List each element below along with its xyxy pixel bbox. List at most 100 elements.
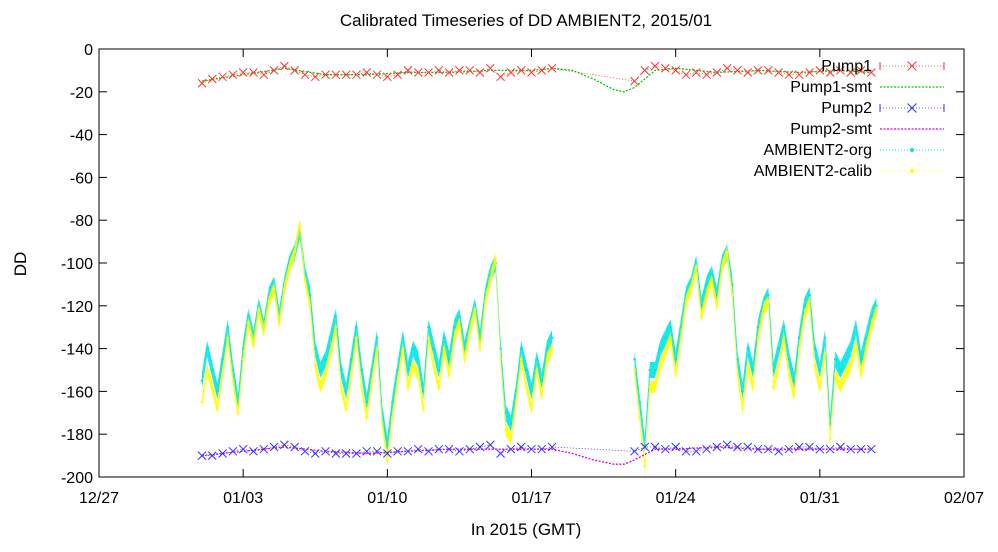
data-point xyxy=(836,66,845,75)
data-point xyxy=(803,304,806,308)
data-point xyxy=(319,368,322,372)
data-point xyxy=(743,68,753,77)
data-point xyxy=(823,336,827,340)
data-band xyxy=(675,319,681,368)
data-band xyxy=(794,329,800,389)
data-band xyxy=(274,282,280,329)
data-band xyxy=(222,331,228,381)
data-point xyxy=(506,444,516,454)
data-band xyxy=(716,261,723,312)
legend-label: AMBIENT2-calib xyxy=(754,163,872,180)
data-point xyxy=(702,70,711,80)
series-ambient2-org xyxy=(200,222,878,453)
data-point xyxy=(756,336,760,340)
data-band xyxy=(546,342,553,366)
data-point xyxy=(516,66,526,75)
data-point xyxy=(352,449,361,458)
data-point xyxy=(344,390,348,393)
data-point xyxy=(427,325,430,329)
data-point xyxy=(413,444,423,454)
data-point xyxy=(643,443,647,447)
data-band xyxy=(474,304,481,355)
data-point xyxy=(403,66,413,75)
data-point xyxy=(391,415,394,419)
legend-marker xyxy=(907,103,917,113)
data-band xyxy=(840,368,846,394)
data-band xyxy=(340,381,347,415)
data-band xyxy=(433,340,439,378)
data-point xyxy=(288,266,291,269)
data-point xyxy=(743,442,753,452)
x-tick-label: 01/31 xyxy=(800,490,840,507)
data-point xyxy=(803,315,806,318)
series-line xyxy=(201,446,872,465)
data-point xyxy=(360,385,363,389)
data-point xyxy=(432,347,436,350)
data-band xyxy=(809,295,815,372)
data-band xyxy=(830,368,836,445)
data-band xyxy=(799,297,805,346)
data-band xyxy=(258,304,264,338)
data-point xyxy=(321,70,330,80)
data-point xyxy=(352,70,361,80)
data-band xyxy=(304,274,311,312)
y-tick-label: -200 xyxy=(61,470,93,487)
data-point xyxy=(269,442,279,452)
data-point xyxy=(341,70,351,80)
data-point xyxy=(834,373,837,376)
data-point xyxy=(638,400,641,404)
data-point xyxy=(661,444,670,454)
data-point xyxy=(864,347,868,350)
data-point xyxy=(825,444,835,454)
data-point xyxy=(763,444,773,454)
data-band xyxy=(814,340,820,378)
data-point xyxy=(813,347,816,350)
data-point xyxy=(751,368,755,372)
data-point xyxy=(550,336,554,340)
series-ambient2-calib xyxy=(200,218,878,473)
data-point xyxy=(228,70,238,80)
data-band xyxy=(680,295,686,344)
data-point xyxy=(249,68,258,77)
data-band xyxy=(655,340,661,378)
data-point xyxy=(792,394,796,398)
data-band xyxy=(824,346,831,445)
data-point xyxy=(453,325,456,329)
data-band xyxy=(526,381,532,415)
data-point xyxy=(465,66,475,75)
data-point xyxy=(669,325,672,329)
data-band xyxy=(402,342,408,394)
data-point xyxy=(787,373,791,376)
data-point xyxy=(777,364,780,368)
data-point xyxy=(411,347,415,350)
data-point xyxy=(535,368,538,372)
data-point xyxy=(854,325,858,329)
data-point xyxy=(259,70,269,80)
data-band xyxy=(340,362,347,400)
data-point xyxy=(527,68,536,77)
data-point xyxy=(226,325,229,329)
y-tick-label: -120 xyxy=(61,299,93,316)
data-point xyxy=(650,442,660,452)
data-band xyxy=(212,362,218,400)
data-band xyxy=(366,374,372,424)
data-point xyxy=(197,78,207,88)
data-band xyxy=(310,299,316,372)
data-point xyxy=(382,72,392,82)
data-band xyxy=(737,368,743,415)
legend-label: Pump2-smt xyxy=(790,121,872,138)
data-band xyxy=(639,411,645,473)
data-point xyxy=(828,437,832,440)
data-point xyxy=(514,400,518,404)
data-point xyxy=(658,347,662,350)
data-point xyxy=(519,347,523,350)
data-point xyxy=(447,358,451,361)
data-point xyxy=(545,358,549,361)
legend-label: Pump2 xyxy=(821,100,872,117)
data-band xyxy=(665,331,671,359)
data-point xyxy=(375,347,379,350)
data-point xyxy=(444,68,454,77)
data-band xyxy=(634,364,640,424)
data-point xyxy=(856,66,866,75)
series-pump1 xyxy=(197,61,876,88)
